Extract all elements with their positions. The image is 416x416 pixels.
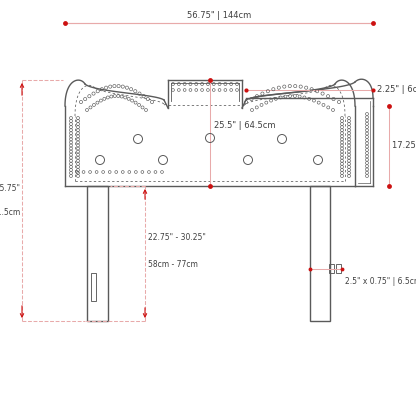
Text: 122.5cm -141.5cm: 122.5cm -141.5cm (0, 208, 20, 217)
Text: 58cm - 77cm: 58cm - 77cm (148, 260, 198, 269)
Bar (336, 264, 341, 273)
Text: 2.25" | 6cm: 2.25" | 6cm (377, 84, 416, 94)
Bar (329, 264, 334, 273)
Text: 56.75" | 144cm: 56.75" | 144cm (187, 11, 251, 20)
Text: 25.5" | 64.5cm: 25.5" | 64.5cm (214, 121, 275, 129)
Text: 2.5" x 0.75" | 6.5cm x 2cm: 2.5" x 0.75" | 6.5cm x 2cm (345, 277, 416, 285)
Text: 22.75" - 30.25": 22.75" - 30.25" (148, 233, 206, 242)
Text: 17.25" | 44cm: 17.25" | 44cm (392, 141, 416, 151)
Bar (91, 273, 96, 301)
Text: 48.25" - 55.75": 48.25" - 55.75" (0, 184, 20, 193)
